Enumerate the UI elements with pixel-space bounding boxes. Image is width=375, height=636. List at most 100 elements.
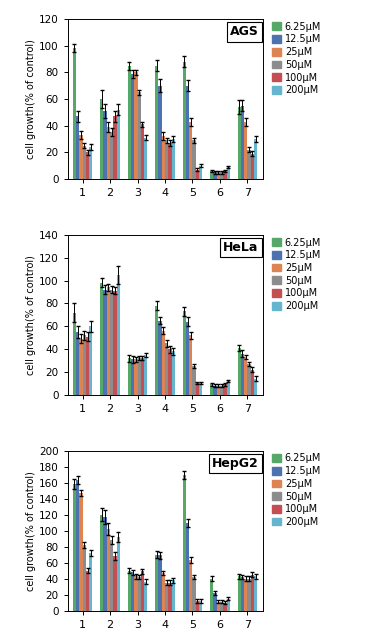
Bar [196,170,199,179]
Bar [192,366,196,395]
Bar [168,349,172,395]
Bar [254,139,257,179]
Y-axis label: cell growth(% of control): cell growth(% of control) [26,39,36,159]
Bar [155,555,158,611]
Bar [168,583,172,611]
Bar [192,141,196,179]
Bar [244,579,248,611]
Bar [117,109,120,179]
Bar [165,343,168,395]
Bar [244,357,248,395]
Bar [210,171,213,179]
Bar [107,287,110,395]
Bar [134,359,138,395]
Bar [117,537,120,611]
Bar [217,602,220,611]
Bar [82,146,86,179]
Bar [172,139,175,179]
Bar [113,291,117,395]
Bar [213,172,217,179]
Bar [223,602,226,611]
Bar [76,480,79,611]
Bar [82,545,86,611]
Bar [89,326,93,395]
Y-axis label: cell growth(% of control): cell growth(% of control) [26,471,36,591]
Bar [131,74,134,179]
Bar [226,167,230,179]
Bar [76,116,79,179]
Text: HepG2: HepG2 [212,457,259,470]
Bar [220,602,223,611]
Legend: 6.25μM, 12.5μM, 25μM, 50μM, 100μM, 200μM: 6.25μM, 12.5μM, 25μM, 50μM, 100μM, 200μM [271,21,322,96]
Bar [100,283,104,395]
Bar [237,348,241,395]
Bar [248,149,251,179]
Bar [199,165,202,179]
Bar [86,570,89,611]
Bar [113,556,117,611]
Bar [86,336,89,395]
Bar [138,577,141,611]
Bar [248,579,251,611]
Bar [189,560,192,611]
Bar [138,92,141,179]
Bar [144,355,147,395]
Bar [183,312,186,395]
Bar [155,66,158,179]
Bar [107,127,110,179]
Legend: 6.25μM, 12.5μM, 25μM, 50μM, 100μM, 200μM: 6.25μM, 12.5μM, 25μM, 50μM, 100μM, 200μM [271,237,322,312]
Bar [217,385,220,395]
Bar [183,62,186,179]
Bar [210,385,213,395]
Bar [89,553,93,611]
Bar [158,86,162,179]
Bar [89,147,93,179]
Bar [117,275,120,395]
Bar [86,152,89,179]
Bar [155,306,158,395]
Bar [223,171,226,179]
Bar [223,385,226,395]
Bar [226,598,230,611]
Bar [165,141,168,179]
Bar [100,515,104,611]
Bar [128,570,131,611]
Bar [244,121,248,179]
Bar [226,381,230,395]
Bar [241,106,244,179]
Bar [192,577,196,611]
Bar [168,143,172,179]
Bar [110,132,113,179]
Bar [141,358,144,395]
Bar [199,384,202,395]
Bar [79,339,82,395]
Bar [248,364,251,395]
Bar [104,111,107,179]
Bar [82,335,86,395]
Bar [128,66,131,179]
Bar [196,601,199,611]
Bar [138,358,141,395]
Bar [158,555,162,611]
Bar [158,321,162,395]
Bar [220,385,223,395]
Bar [199,601,202,611]
Text: HeLa: HeLa [223,241,259,254]
Bar [162,331,165,395]
Bar [165,583,168,611]
Bar [128,358,131,395]
Bar [254,576,257,611]
Bar [141,124,144,179]
Bar [79,135,82,179]
Bar [237,576,241,611]
Bar [172,580,175,611]
Bar [141,571,144,611]
Bar [196,384,199,395]
Bar [220,172,223,179]
Bar [241,577,244,611]
Bar [162,136,165,179]
Bar [186,86,189,179]
Bar [213,593,217,611]
Bar [186,523,189,611]
Bar [162,573,165,611]
